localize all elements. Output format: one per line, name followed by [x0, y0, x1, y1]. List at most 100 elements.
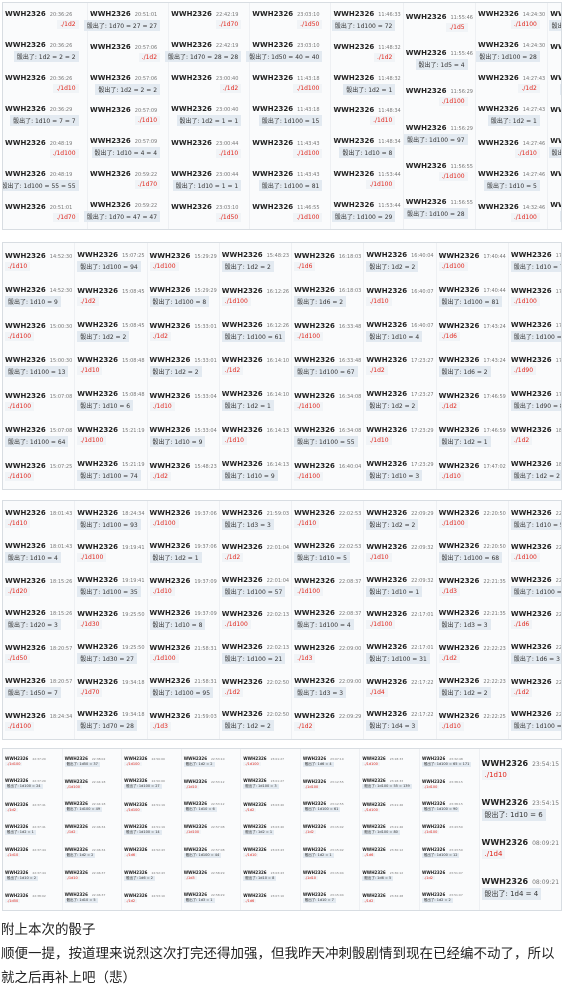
timestamp: 16:40:04	[338, 463, 362, 470]
username: WWH2326	[221, 287, 263, 296]
timestamp: 22:36:52	[555, 712, 562, 719]
timestamp: 15:21:19	[122, 427, 145, 434]
dice-entry: WWH2326 15:33:01 ./1d2	[149, 322, 217, 341]
roll-result: 骰出了: 1d6 = 2	[438, 365, 491, 377]
timestamp: 17:40:44	[483, 253, 506, 260]
roll-result: 骰出了: 1d2 = 1 = 1	[176, 115, 242, 127]
dice-entry: WWH2326 17:43:24 ./1d6	[438, 322, 506, 341]
entry-header: WWH2326 22:57:08	[184, 847, 239, 852]
username: WWH2326	[510, 508, 552, 517]
roll-command: ./1d100	[294, 331, 324, 341]
dice-entry: WWH2326 14:27:43 骰出了: 1d2 = 1	[478, 105, 545, 127]
timestamp: 22:02:50	[266, 679, 290, 686]
username: WWH2326	[366, 425, 408, 434]
username: WWH2326	[5, 10, 46, 19]
roll-result: 骰出了: 1d100 = 90	[421, 807, 460, 813]
roll-command: ./1d2	[5, 807, 18, 812]
timestamp: 22:42:19	[215, 43, 239, 50]
username: WWH2326	[421, 891, 446, 897]
timestamp: 23:00:40	[215, 107, 239, 114]
log-column: WWH2326 17:40:44 ./1d100 WWH2326 17:40:44 骰出了…	[437, 243, 509, 489]
dice-log-panel-2: WWH2326 14:52:30 ./1d10 WWH2326 14:52:30 骰出了:…	[2, 242, 562, 490]
username: WWH2326	[171, 41, 212, 50]
roll-command: ./1d100	[5, 721, 35, 731]
timestamp: 15:07:25	[122, 253, 145, 260]
entry-header: WWH2326 19:34:18	[77, 710, 144, 718]
roll-command: ./1d100	[510, 297, 540, 307]
timestamp: 16:14:10	[266, 392, 290, 399]
username: WWH2326	[366, 356, 408, 365]
timestamp: 11:56:29	[450, 89, 473, 96]
roll-result: 骰出了: 1d100 = 57	[221, 585, 286, 597]
roll-result: 骰出了: 1d100 = 61	[302, 807, 341, 813]
username: WWH2326	[5, 892, 29, 898]
entry-header: WWH2326 11:46:33	[333, 10, 400, 18]
timestamp: 20:36:29	[49, 107, 73, 114]
dice-log-panel-1: WWH2326 20:36:26 ./1d2 WWH2326 20:36:26 骰出了: …	[2, 2, 562, 230]
entry-header: WWH2326 15:48:23	[150, 462, 217, 470]
roll-result: 骰出了: 1d10 = 4 = 4	[91, 147, 161, 159]
log-column: WWH2326 23:03:10 ./1d50 WWH2326 23:03:10 骰出了:…	[246, 3, 332, 229]
entry-header: WWH2326 16:40:04	[294, 462, 361, 470]
timestamp: 17:47:02	[483, 463, 506, 470]
roll-result: 骰出了: 1d4 = 3	[366, 720, 419, 732]
dice-entry: WWH2326 22:37:41 ./1d2	[5, 802, 60, 812]
timestamp: 20:51:01	[49, 204, 73, 211]
entry-header: WWH2326 20:48:19	[5, 170, 85, 178]
entry-header: WWH2326 15:07:25	[77, 251, 144, 259]
timestamp: 17:51:38	[555, 322, 562, 329]
timestamp: 22:22:23	[483, 646, 506, 653]
roll-command: ./1d6	[438, 331, 460, 341]
timestamp: 14:27:43	[522, 76, 546, 83]
timestamp: 15:33:01	[194, 357, 217, 364]
username: WWH2326	[362, 756, 386, 762]
timestamp: 15:00:30	[49, 323, 73, 330]
username: WWH2326	[171, 138, 212, 147]
timestamp: 19:19:41	[122, 577, 145, 584]
timestamp: 16:14:13	[266, 427, 290, 434]
timestamp: 22:38:02	[91, 757, 106, 762]
roll-result: 骰出了: 1d6 = 2	[294, 295, 347, 307]
dice-entry: WWH2326 18:24:34 骰出了: 1d100 = 93	[77, 509, 145, 530]
timestamp: 22:01:04	[266, 545, 290, 552]
entry-header: WWH2326 22:44:18	[65, 779, 120, 784]
entry-header: WWH2326 11:56:55	[406, 162, 473, 170]
roll-result: 骰出了: 1d10 = 9	[5, 295, 61, 307]
entry-header: WWH2326 14:27:43	[478, 74, 545, 82]
entry-header: WWH2326 23:43:50	[422, 824, 477, 829]
timestamp: 14:24:30	[522, 43, 546, 50]
entry-header: WWH2326 11:48:34	[333, 106, 400, 114]
roll-command: ./1d2	[57, 20, 79, 30]
roll-command: ./1d2	[438, 401, 460, 411]
timestamp: 14:27:46	[522, 171, 546, 178]
username: WWH2326	[362, 778, 386, 784]
roll-command: ./1d2	[510, 435, 533, 445]
username: WWH2326	[405, 198, 447, 207]
username: WWH2326	[333, 106, 375, 115]
entry-header: WWH2326 22:44:18	[65, 801, 120, 806]
entry-header: WWH2326 17:43:24	[439, 356, 506, 364]
username: WWH2326	[77, 508, 119, 517]
dice-entry: WWH2326 11:48:32 骰出了: 1d2 = 1	[333, 74, 401, 95]
roll-command: ./1d70	[77, 687, 103, 697]
username: WWH2326	[243, 801, 267, 807]
entry-header: WWH2326 23:38:15	[422, 779, 477, 784]
roll-command: ./1d6	[510, 620, 533, 630]
username: WWH2326	[333, 42, 375, 51]
log-column: WWH2326 19:37:06 ./1d100 WWH2326 19:37:06 骰出了…	[148, 501, 220, 739]
timestamp: 23:43:50	[449, 825, 463, 830]
roll-command: ./1d100	[510, 212, 540, 222]
entry-header: WWH2326 23:15:04	[303, 870, 358, 875]
dice-entry: WWH2326 16:33:48 ./1d100	[294, 322, 361, 341]
dice-entry: WWH2326 17:23:29 骰出了: 1d10 = 3	[366, 460, 434, 481]
roll-command: ./1d10	[438, 471, 464, 481]
username: WWH2326	[149, 355, 191, 364]
dice-entry: WWH2326 23:01:27 骰出了: 1d100 = 3	[243, 778, 298, 790]
timestamp: 18:01:40	[555, 461, 562, 468]
entry-header: WWH2326 18:24:34	[77, 509, 144, 517]
entry-header: WWH2326 21:59:03	[222, 509, 289, 517]
